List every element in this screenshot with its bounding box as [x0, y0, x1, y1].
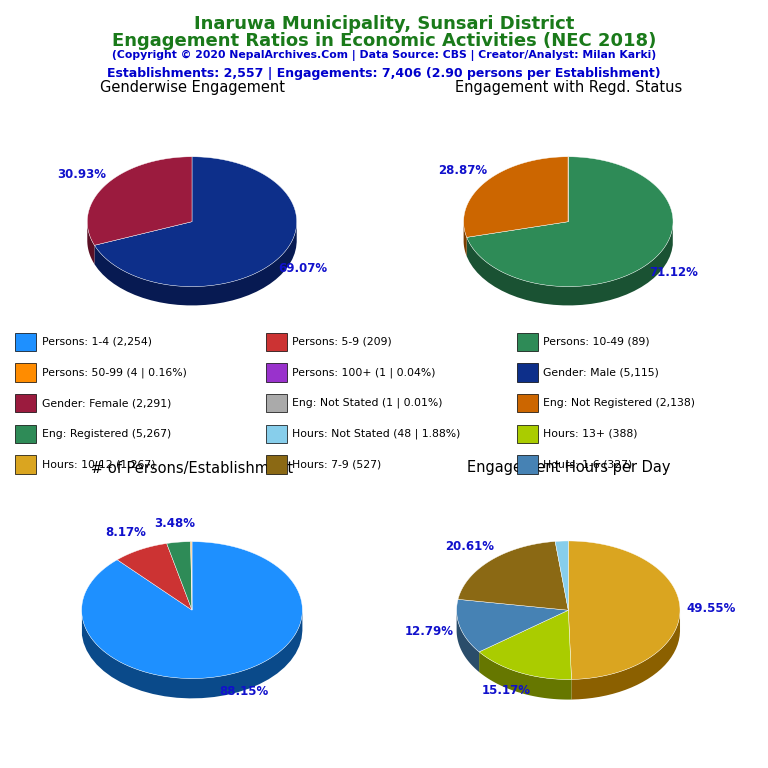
Bar — [15, 425, 36, 443]
Polygon shape — [568, 541, 680, 680]
Polygon shape — [479, 652, 571, 700]
Text: Engagement Ratios in Economic Activities (NEC 2018): Engagement Ratios in Economic Activities… — [112, 32, 656, 50]
Text: 8.17%: 8.17% — [105, 526, 146, 539]
Text: Hours: 13+ (388): Hours: 13+ (388) — [543, 429, 637, 439]
Title: Engagement with Regd. Status: Engagement with Regd. Status — [455, 80, 682, 94]
Text: 3.48%: 3.48% — [154, 517, 195, 530]
Polygon shape — [190, 541, 192, 610]
Text: Eng: Registered (5,267): Eng: Registered (5,267) — [41, 429, 170, 439]
Text: 12.79%: 12.79% — [405, 625, 454, 638]
Text: 49.55%: 49.55% — [687, 602, 736, 615]
Text: 28.87%: 28.87% — [438, 164, 487, 177]
Bar — [15, 455, 36, 474]
Bar — [517, 425, 538, 443]
Polygon shape — [479, 611, 571, 680]
Bar — [266, 455, 287, 474]
Polygon shape — [94, 157, 296, 286]
Polygon shape — [457, 611, 479, 672]
Polygon shape — [571, 611, 680, 700]
Text: Inaruwa Municipality, Sunsari District: Inaruwa Municipality, Sunsari District — [194, 15, 574, 33]
Text: 15.17%: 15.17% — [482, 684, 531, 697]
Polygon shape — [555, 541, 568, 611]
Polygon shape — [464, 157, 568, 237]
Polygon shape — [88, 157, 192, 245]
Text: Hours: Not Stated (48 | 1.88%): Hours: Not Stated (48 | 1.88%) — [293, 429, 461, 439]
Polygon shape — [467, 227, 673, 306]
Bar — [15, 333, 36, 351]
Text: Establishments: 2,557 | Engagements: 7,406 (2.90 persons per Establishment): Establishments: 2,557 | Engagements: 7,4… — [108, 67, 660, 80]
Text: Persons: 10-49 (89): Persons: 10-49 (89) — [543, 336, 650, 347]
Polygon shape — [167, 541, 192, 610]
Text: 69.07%: 69.07% — [278, 262, 327, 275]
Text: 71.12%: 71.12% — [650, 266, 698, 280]
Text: Persons: 100+ (1 | 0.04%): Persons: 100+ (1 | 0.04%) — [293, 367, 436, 378]
Polygon shape — [82, 611, 303, 698]
Bar — [266, 333, 287, 351]
Bar — [517, 394, 538, 412]
Text: Persons: 1-4 (2,254): Persons: 1-4 (2,254) — [41, 336, 151, 347]
Polygon shape — [81, 541, 303, 678]
Bar — [517, 333, 538, 351]
Text: Hours: 7-9 (527): Hours: 7-9 (527) — [293, 459, 382, 470]
Bar — [266, 363, 287, 382]
Bar — [517, 363, 538, 382]
Title: Genderwise Engagement: Genderwise Engagement — [100, 80, 284, 94]
Text: Eng: Not Registered (2,138): Eng: Not Registered (2,138) — [543, 398, 695, 409]
Text: 30.93%: 30.93% — [57, 168, 106, 181]
Polygon shape — [464, 223, 467, 257]
Text: Gender: Male (5,115): Gender: Male (5,115) — [543, 367, 659, 378]
Polygon shape — [94, 223, 296, 306]
Text: Eng: Not Stated (1 | 0.01%): Eng: Not Stated (1 | 0.01%) — [293, 398, 443, 409]
Polygon shape — [88, 223, 94, 264]
Polygon shape — [118, 544, 192, 610]
Text: Hours: 1-6 (327): Hours: 1-6 (327) — [543, 459, 633, 470]
Text: 20.61%: 20.61% — [445, 540, 494, 553]
Polygon shape — [458, 541, 568, 611]
Text: Persons: 5-9 (209): Persons: 5-9 (209) — [293, 336, 392, 347]
Polygon shape — [457, 599, 568, 652]
Text: Persons: 50-99 (4 | 0.16%): Persons: 50-99 (4 | 0.16%) — [41, 367, 187, 378]
Polygon shape — [467, 157, 673, 286]
Bar — [266, 394, 287, 412]
Title: # of Persons/Establishment: # of Persons/Establishment — [91, 462, 293, 476]
Text: (Copyright © 2020 NepalArchives.Com | Data Source: CBS | Creator/Analyst: Milan : (Copyright © 2020 NepalArchives.Com | Da… — [112, 50, 656, 61]
Bar — [266, 425, 287, 443]
Text: 88.15%: 88.15% — [219, 685, 268, 698]
Bar — [517, 455, 538, 474]
Title: Engagement Hours per Day: Engagement Hours per Day — [467, 460, 670, 475]
Bar — [15, 363, 36, 382]
Text: Gender: Female (2,291): Gender: Female (2,291) — [41, 398, 171, 409]
Bar — [15, 394, 36, 412]
Text: Hours: 10-12 (1,267): Hours: 10-12 (1,267) — [41, 459, 155, 470]
